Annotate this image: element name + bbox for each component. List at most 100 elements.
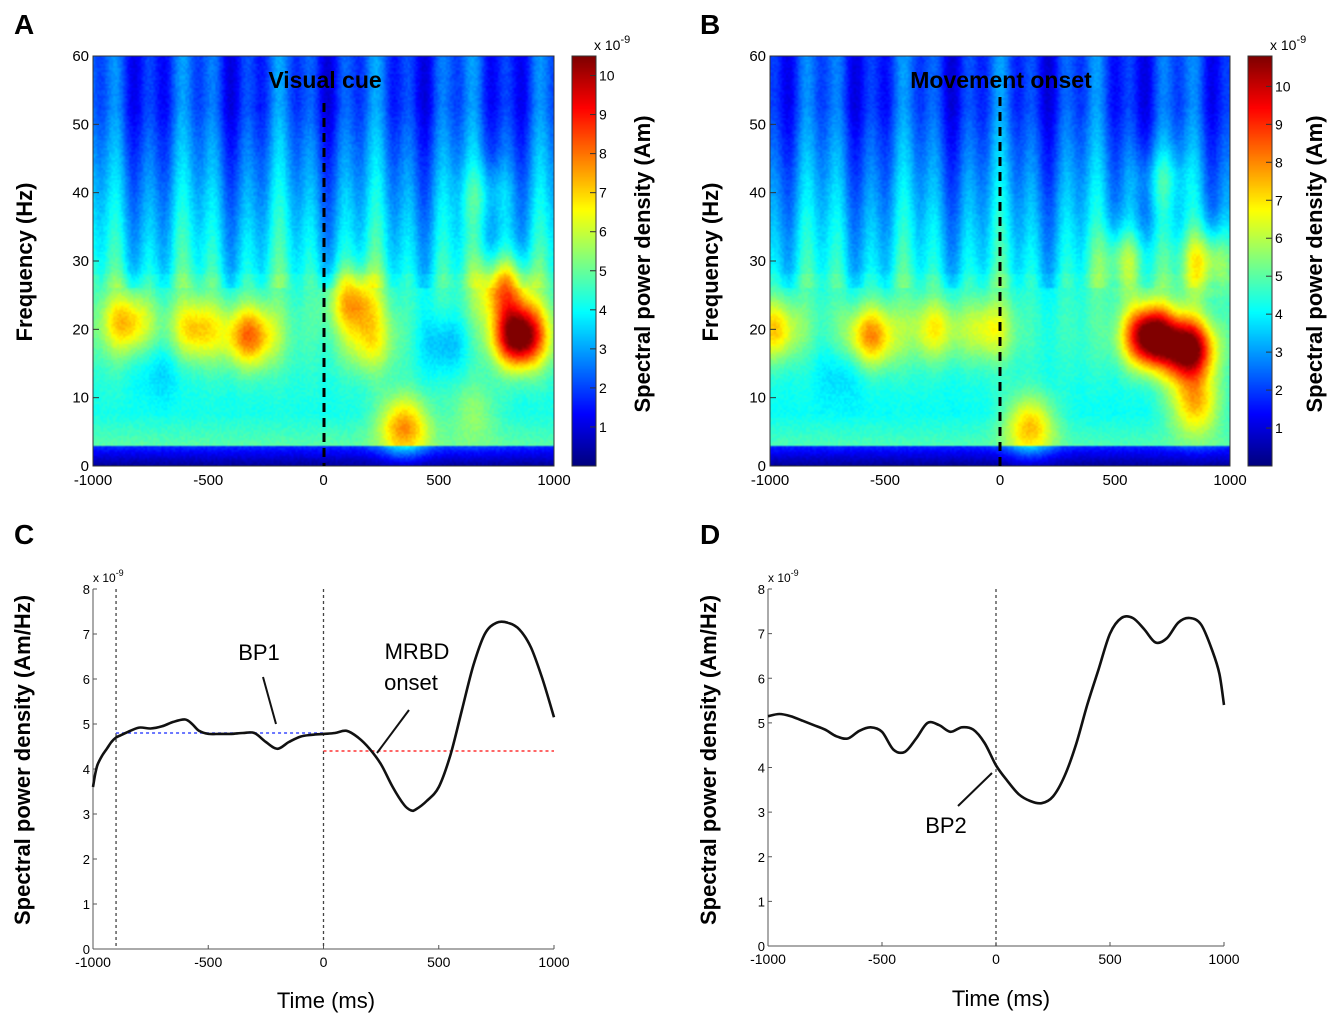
panel-a-ytick-label: 30 bbox=[72, 253, 89, 270]
panel-c-ytick-label: 2 bbox=[83, 852, 90, 867]
panel-d-ytick-label: 0 bbox=[758, 939, 765, 954]
panel-b-ctick-label: 4 bbox=[1275, 306, 1283, 322]
panel-b-yticks: 0 10 20 30 40 50 60 bbox=[749, 48, 776, 475]
panel-c-xticks: -1000 -500 0 500 1000 bbox=[75, 945, 570, 970]
panel-a-colorbar-ticks: 1 2 3 4 5 6 7 8 9 10 bbox=[590, 68, 615, 435]
panel-b-ytick-label: 50 bbox=[749, 116, 766, 133]
panel-c-y-exponent: x 10-9 bbox=[93, 568, 124, 585]
panel-a-xtick-label: -1000 bbox=[74, 472, 112, 489]
panel-b-ytick-label: 60 bbox=[749, 48, 766, 65]
panel-c-yticks: 0 1 2 3 4 5 6 7 8 bbox=[83, 582, 97, 957]
panel-c-ytick-label: 4 bbox=[83, 762, 90, 777]
panel-c-xtick-label: -500 bbox=[194, 954, 222, 970]
panel-d-ylabel: Spectral power density (Am/Hz) bbox=[696, 595, 721, 925]
panel-b-ytick-label: 20 bbox=[749, 321, 766, 338]
panel-a-xtick-label: 1000 bbox=[537, 472, 570, 489]
panel-b-ctick-label: 5 bbox=[1275, 268, 1283, 284]
panel-d-annotation-bp2: BP2 bbox=[925, 813, 967, 838]
panel-b-ctick-label: 8 bbox=[1275, 154, 1283, 170]
panel-d-bp2-pointer bbox=[957, 772, 993, 807]
panel-d-y-exponent: x 10-9 bbox=[768, 568, 799, 585]
panel-c-power-line bbox=[91, 620, 556, 813]
panel-a-ytick-label: 10 bbox=[72, 390, 89, 407]
panel-a-ctick-label: 10 bbox=[599, 68, 615, 84]
panel-a-xtick-label: 0 bbox=[319, 472, 327, 489]
panel-b-ctick-label: 10 bbox=[1275, 78, 1291, 94]
panel-c-ytick-label: 8 bbox=[83, 582, 90, 597]
panel-a: Frequency (Hz) Visual cue 0102030405060 … bbox=[12, 34, 655, 489]
panel-label-b: B bbox=[700, 9, 720, 40]
panel-a-annotation: Visual cue bbox=[268, 67, 381, 93]
panel-a-ytick-label: 40 bbox=[72, 185, 89, 202]
panel-d-ytick-label: 4 bbox=[758, 761, 765, 776]
panel-b-ytick-label: 10 bbox=[749, 390, 766, 407]
panel-c-vlines bbox=[115, 589, 325, 949]
panel-label-d: D bbox=[700, 519, 720, 550]
panel-label-a: A bbox=[14, 9, 34, 40]
panel-b-xticks: -1000 -500 0 500 1000 bbox=[751, 472, 1247, 489]
panel-a-ctick-label: 7 bbox=[599, 185, 607, 201]
panel-a-ctick-label: 8 bbox=[599, 146, 607, 162]
panel-b-colorbar-exponent-power: -9 bbox=[1296, 34, 1306, 46]
panel-b-xtick-label: -500 bbox=[870, 472, 900, 489]
panel-b-colorbar bbox=[1248, 56, 1272, 466]
panel-a-colorbar-frame bbox=[571, 55, 597, 467]
panel-c-ytick-label: 1 bbox=[83, 897, 90, 912]
panel-d-xtick-label: 0 bbox=[992, 951, 1000, 967]
panel-c-annotation-mrbd: MRBD bbox=[385, 639, 450, 664]
panel-d-ytick-label: 3 bbox=[758, 805, 765, 820]
panel-b-colorbar-label: Spectral power density (Am) bbox=[1302, 115, 1327, 412]
panel-a-ctick-label: 9 bbox=[599, 107, 607, 123]
panel-b-ctick-label: 6 bbox=[1275, 230, 1283, 246]
panel-d-y-exponent-base: x 10 bbox=[768, 571, 791, 585]
panel-b-colorbar-exponent-base: x 10 bbox=[1270, 37, 1297, 53]
panel-c-y-exponent-base: x 10 bbox=[93, 571, 116, 585]
panel-a-ctick-label: 4 bbox=[599, 302, 607, 318]
panel-c-annotation-bp1: BP1 bbox=[238, 640, 280, 665]
panel-a-colorbar-exponent-power: -9 bbox=[620, 34, 630, 46]
panel-d-xtick-label: -1000 bbox=[750, 951, 786, 967]
panel-b-colorbar-exponent: x 10-9 bbox=[1270, 34, 1306, 53]
panel-c-ytick-label: 6 bbox=[83, 672, 90, 687]
panel-d-ytick-label: 7 bbox=[758, 627, 765, 642]
panel-b: Frequency (Hz) Movement onset 0102030405… bbox=[698, 34, 1327, 489]
panel-a-xtick-label: -500 bbox=[193, 472, 223, 489]
panel-d-ytick-label: 1 bbox=[758, 894, 765, 909]
panel-c-annotation-onset: onset bbox=[384, 670, 438, 695]
panel-b-ctick-label: 7 bbox=[1275, 192, 1283, 208]
panel-a-colorbar-exponent: x 10-9 bbox=[594, 34, 630, 53]
panel-b-colorbar-frame bbox=[1247, 55, 1273, 467]
panel-c-ytick-label: 5 bbox=[83, 717, 90, 732]
panel-a-ctick-label: 6 bbox=[599, 224, 607, 240]
panel-label-c: C bbox=[14, 519, 34, 550]
panel-b-xtick-label: -1000 bbox=[751, 472, 789, 489]
panel-a-colorbar bbox=[572, 56, 596, 466]
panel-a-colorbar-label: Spectral power density (Am) bbox=[630, 115, 655, 412]
panel-b-ytick-label: 30 bbox=[749, 253, 766, 270]
panel-c-ytick-label: 0 bbox=[83, 942, 90, 957]
panel-c-xlabel: Time (ms) bbox=[277, 988, 375, 1013]
panel-c-bp1-pointer bbox=[262, 676, 277, 725]
panel-a-ylabel: Frequency (Hz) bbox=[12, 183, 37, 342]
panel-c-y-exponent-power: -9 bbox=[116, 568, 124, 578]
panel-b-xtick-label: 0 bbox=[996, 472, 1004, 489]
panel-b-xtick-label: 500 bbox=[1102, 472, 1127, 489]
panel-d-yticks: 0 1 2 3 4 5 6 7 8 bbox=[758, 582, 772, 954]
panel-d-xticks: -1000 -500 0 500 1000 bbox=[750, 942, 1240, 967]
panel-b-colorbar-ticks: 1 2 3 4 5 6 7 8 9 10 bbox=[1266, 78, 1291, 436]
panel-a-yticks: 0 10 20 30 40 50 60 bbox=[72, 48, 99, 475]
panel-a-ctick-label: 5 bbox=[599, 263, 607, 279]
panel-d-ytick-label: 6 bbox=[758, 671, 765, 686]
panel-a-ctick-label: 1 bbox=[599, 419, 607, 435]
panel-d: Spectral power density (Am/Hz) Time (ms)… bbox=[696, 568, 1240, 1011]
panel-a-ytick-label: 0 bbox=[81, 458, 89, 475]
panel-b-ytick-label: 0 bbox=[758, 458, 766, 475]
panel-b-ctick-label: 2 bbox=[1275, 382, 1283, 398]
panel-c-mrbd-pointer bbox=[376, 709, 410, 754]
panel-b-xtick-label: 1000 bbox=[1213, 472, 1246, 489]
panel-d-y-exponent-power: -9 bbox=[791, 568, 799, 578]
panel-c: Spectral power density (Am/Hz) Time (ms)… bbox=[10, 568, 570, 1013]
panel-d-ytick-label: 8 bbox=[758, 582, 765, 597]
panel-a-colorbar-exponent-base: x 10 bbox=[594, 37, 621, 53]
panel-d-xtick-label: -500 bbox=[868, 951, 896, 967]
